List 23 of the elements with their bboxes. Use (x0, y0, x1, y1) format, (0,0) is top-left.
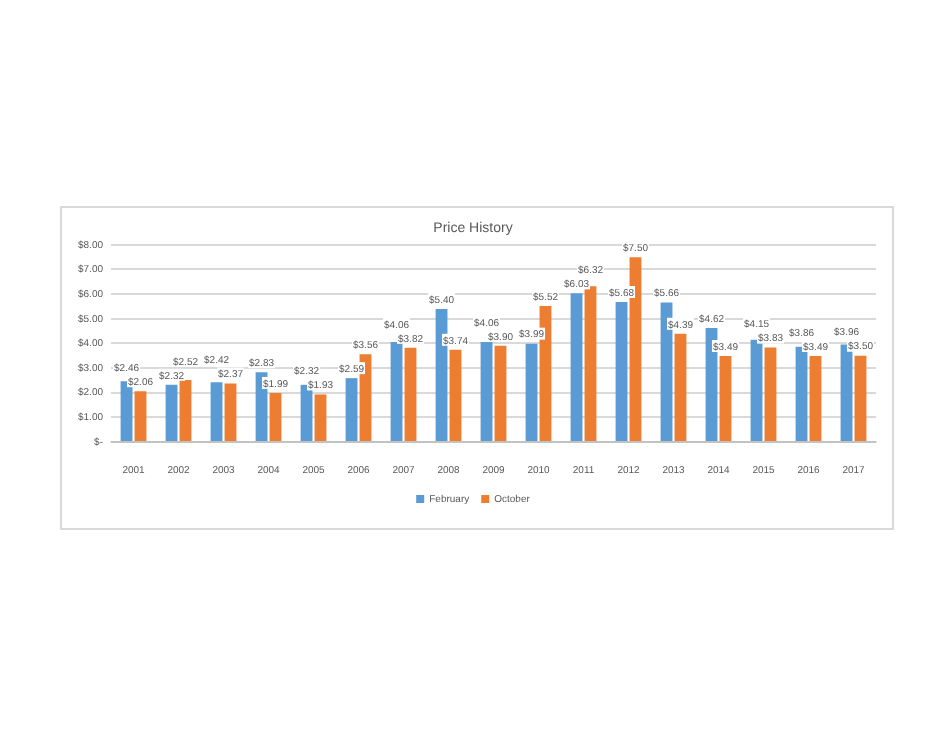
bar (674, 333, 687, 441)
bar (525, 343, 538, 441)
bar (390, 341, 403, 441)
bar (224, 383, 237, 441)
bar (584, 286, 597, 441)
bar (210, 382, 223, 441)
bar (615, 301, 628, 441)
bar (134, 391, 147, 441)
bar (494, 345, 507, 441)
bar (269, 392, 282, 441)
bar (764, 347, 777, 441)
bar (179, 379, 192, 441)
bar (314, 394, 327, 441)
bar (809, 355, 822, 441)
bar (719, 355, 732, 441)
bar (449, 349, 462, 441)
bar (854, 355, 867, 441)
bar (480, 341, 493, 441)
bar (570, 293, 583, 441)
bar (750, 339, 763, 441)
bar (165, 384, 178, 441)
bar (404, 347, 417, 441)
bar (345, 378, 358, 441)
